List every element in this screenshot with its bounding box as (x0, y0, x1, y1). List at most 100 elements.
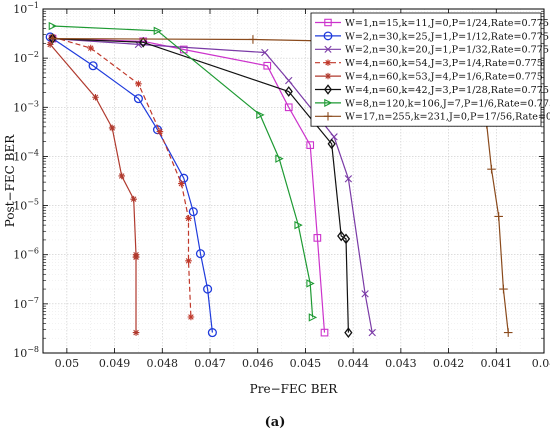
data-point (337, 230, 346, 242)
data-point (324, 18, 332, 27)
series-line (52, 38, 349, 333)
data-point (344, 327, 353, 338)
legend-label: W=4,n=60,k=54,J=3,P=1/4,Rate=0.775 (345, 58, 543, 69)
legend-entry: W=4,n=60,k=53,J=4,P=1/6,Rate=0.775 (315, 72, 543, 83)
data-point (179, 173, 189, 183)
data-point (263, 61, 272, 70)
x-tick-label: 0.042 (433, 357, 465, 370)
data-point (46, 41, 54, 48)
x-tick-label: 0.041 (481, 357, 513, 370)
legend-label: W=2,n=30,k=20,J=1,P=1/32,Rate=0.775 (345, 45, 549, 56)
x-axis-title: Pre−FEC BER (250, 382, 339, 396)
x-tick-label: 0.048 (147, 357, 179, 370)
data-point (256, 110, 265, 120)
data-point (88, 61, 98, 71)
data-point (487, 164, 496, 174)
legend-label: W=8,n=120,k=106,J=7,P=1/6,Rate=0.775 (345, 98, 550, 109)
x-tick-label: 0.047 (194, 357, 226, 370)
legend-entry: W=4,n=60,k=42,J=3,P=1/28,Rate=0.775 (315, 84, 549, 96)
data-point (324, 59, 332, 66)
series-line (49, 36, 213, 333)
data-point (132, 253, 140, 261)
data-point (195, 249, 206, 259)
data-point (108, 124, 116, 132)
series-line (52, 38, 326, 333)
data-point (313, 234, 322, 242)
legend-label: W=17,n=255,k=231,J=0,P=17/56,Rate=0.775 (345, 112, 550, 123)
data-point (139, 36, 148, 48)
data-point (156, 128, 164, 135)
data-point (248, 35, 258, 44)
legend-entry: W=4,n=60,k=54,J=3,P=1/4,Rate=0.775 (315, 58, 543, 69)
data-point (324, 98, 333, 107)
data-point (185, 215, 192, 222)
x-tick-label: 0.05 (55, 357, 80, 370)
x-tick-label: 0.04 (532, 357, 550, 370)
x-tick-label: 0.046 (242, 357, 274, 370)
data-point (361, 290, 369, 298)
data-point (327, 138, 336, 150)
x-tick-label: 0.049 (99, 357, 131, 370)
y-tick-label: 10−5 (13, 198, 39, 213)
data-point (503, 328, 513, 337)
data-point (285, 76, 293, 85)
data-point (203, 284, 213, 294)
subfigure-label: (a) (265, 415, 286, 430)
data-point (294, 220, 303, 230)
y-axis-title: Post−FEC BER (3, 134, 17, 228)
legend-label: W=2,n=30,k=25,J=1,P=1/12,Rate=0.775 (345, 31, 549, 42)
data-point (323, 84, 333, 95)
data-point (135, 80, 142, 88)
series (48, 21, 318, 322)
data-point (341, 233, 351, 245)
series (45, 32, 217, 338)
data-point (324, 72, 332, 80)
legend-entry: W=2,n=30,k=25,J=1,P=1/12,Rate=0.775 (315, 31, 549, 42)
data-point (323, 112, 333, 121)
legend-entry: W=17,n=255,k=231,J=0,P=17/56,Rate=0.775 (315, 112, 550, 123)
y-tick-label: 10−8 (13, 345, 39, 360)
data-point (308, 313, 318, 322)
data-point (499, 284, 508, 294)
data-point (284, 103, 293, 112)
data-point (320, 328, 329, 337)
legend: W=1,n=15,k=11,J=0,P=1/24,Rate=0.775 W=2,n… (310, 12, 550, 127)
data-point (306, 141, 315, 149)
series (46, 41, 140, 336)
legend-entry: W=2,n=30,k=20,J=1,P=1/32,Rate=0.775 (315, 45, 549, 56)
y-tick-label: 10−4 (13, 148, 39, 163)
y-tick-label: 10−6 (13, 247, 39, 262)
x-tick-label: 0.044 (337, 357, 369, 370)
data-point (187, 313, 195, 321)
data-point (118, 172, 126, 180)
data-point (324, 45, 332, 53)
legend-label: W=4,n=60,k=53,J=4,P=1/6,Rate=0.775 (345, 72, 543, 83)
series (48, 33, 353, 338)
series-line (52, 25, 314, 318)
data-point (185, 257, 192, 265)
data-point (48, 34, 57, 43)
data-point (130, 195, 137, 203)
data-point (284, 86, 293, 97)
legend-entry: W=8,n=120,k=106,J=7,P=1/6,Rate=0.775 (315, 98, 550, 109)
data-point (207, 328, 217, 338)
ticks-layer: 0.05 0.049 0.048 0.047 0.046 0.045 0.044 0.043 0… (13, 1, 550, 370)
x-tick-label: 0.045 (290, 357, 322, 370)
series-line (52, 36, 192, 318)
data-point (92, 93, 99, 101)
legend-box (310, 12, 542, 127)
data-point (275, 154, 284, 163)
y-tick-label: 10−2 (13, 50, 39, 65)
data-point (178, 180, 185, 187)
data-point (133, 94, 143, 104)
data-point (261, 48, 269, 57)
series-layer (45, 21, 513, 338)
data-point (188, 207, 198, 217)
data-point (323, 31, 333, 41)
y-tick-label: 10−3 (13, 99, 39, 114)
data-point (87, 44, 95, 52)
y-tick-label: 10−1 (13, 1, 39, 16)
x-tick-label: 0.043 (385, 357, 417, 370)
legend-label: W=1,n=15,k=11,J=0,P=1/24,Rate=0.775 (345, 18, 549, 29)
